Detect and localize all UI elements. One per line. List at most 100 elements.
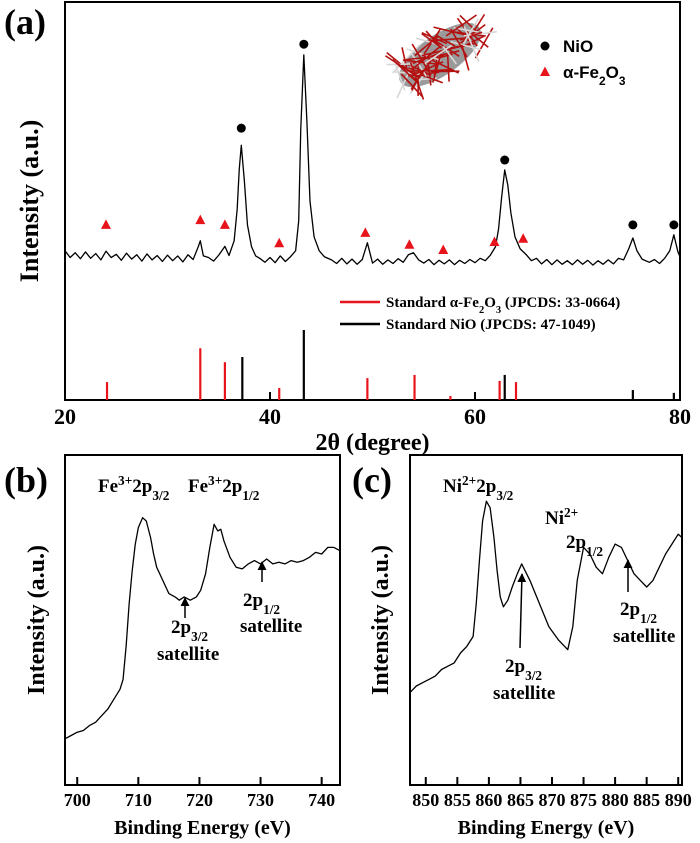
text-part: Fe: [98, 476, 118, 497]
text-part: 2: [599, 74, 606, 88]
peak-annotation: 2p1/2: [243, 590, 280, 617]
rod-fiber: [410, 56, 435, 90]
peak-annotation: satellite: [493, 683, 555, 704]
text-part: 3: [496, 305, 501, 316]
rod-fiber: [392, 59, 418, 83]
rod-fiber: [463, 26, 480, 63]
x-tick-label: 20: [54, 404, 76, 429]
rod-fiber: [432, 38, 460, 57]
rod-fiber: [400, 73, 424, 98]
text-part: O: [606, 63, 619, 82]
spectrum-line: [64, 517, 341, 740]
text-part: Standard α-Fe: [386, 295, 479, 311]
text-part: 2p: [476, 476, 496, 497]
rod-fiber: [424, 44, 453, 65]
rod-fiber: [432, 53, 442, 83]
phase-marker: [274, 237, 285, 248]
phase-marker: [438, 244, 449, 254]
panel-label: (b): [4, 460, 48, 500]
phase-marker: [489, 236, 500, 246]
text-part: NiO: [563, 37, 593, 56]
rod-fiber: [401, 47, 408, 69]
y-axis-label: Intensity (a.u.): [15, 120, 44, 283]
phase-marker: [236, 123, 246, 133]
rod-fiber: [423, 55, 459, 74]
text-part: Fe: [188, 476, 208, 497]
rod-fiber: [384, 55, 419, 78]
text-part: 3/2: [152, 488, 169, 503]
y-axis-label: Intensity (a.u.): [24, 545, 50, 695]
plot-frame: [64, 1, 681, 401]
x-tick-label: 740: [308, 790, 335, 810]
rod-fiber: [411, 43, 430, 72]
x-tick-label: 850: [412, 790, 439, 810]
text-part: 3/2: [496, 488, 513, 503]
rod-fiber: [406, 68, 444, 84]
x-tick-label: 890: [665, 790, 692, 810]
legend-label: NiO: [563, 37, 593, 56]
panel-label: (a): [4, 2, 46, 42]
text-part: 2p: [566, 532, 586, 553]
text-part: Ni: [545, 508, 564, 529]
x-tick-label: 865: [507, 790, 534, 810]
text-part: Standard NiO (JPCDS: 47-1049): [386, 317, 596, 333]
text-part: 3+: [118, 473, 132, 488]
text-part: 3/2: [191, 629, 208, 644]
rod-fiber: [411, 46, 441, 71]
text-part: 2+: [462, 473, 476, 488]
text-part: satellite: [493, 683, 555, 704]
rod-fiber: [425, 30, 443, 49]
phase-marker: [219, 219, 230, 229]
peak-annotation: 2p1/2: [620, 599, 657, 626]
text-part: 1/2: [263, 602, 280, 617]
peak-annotation: satellite: [157, 644, 219, 665]
nanorod-inset: [384, 13, 497, 100]
text-part: α-Fe: [563, 63, 599, 82]
rod-fiber: [433, 26, 469, 37]
rod-fiber: [412, 61, 444, 76]
text-part: 2p: [243, 590, 263, 611]
rod-fiber: [459, 31, 483, 41]
text-part: 1/2: [586, 544, 603, 559]
peak-annotation: 2p1/2: [566, 532, 603, 559]
text-part: 1/2: [242, 488, 259, 503]
phase-marker: [360, 227, 371, 237]
x-tick-label: 700: [64, 790, 91, 810]
plot-frame: [409, 454, 683, 786]
spectrum-line: [409, 500, 683, 694]
text-part: 2p: [171, 617, 191, 638]
peak-annotation: 2p3/2: [171, 617, 208, 644]
rod-fiber: [414, 35, 440, 57]
phase-marker: [195, 214, 206, 225]
x-tick-label: 860: [475, 790, 502, 810]
text-part: 3/2: [525, 668, 542, 683]
rod-fiber: [425, 68, 453, 72]
x-tick-label: 720: [186, 790, 213, 810]
rod-fiber: [450, 41, 482, 51]
phase-marker: [299, 39, 309, 49]
text-part: O: [484, 295, 496, 311]
legend-label: Standard NiO (JPCDS: 47-1049): [386, 317, 596, 333]
text-part: satellite: [613, 626, 675, 647]
text-part: 2p: [620, 599, 640, 620]
peak-annotation: 2p3/2: [505, 656, 542, 683]
legend-label: Standard α-Fe2O3 (JPCDS: 33-0664): [386, 295, 620, 316]
x-tick-label: 80: [669, 404, 691, 429]
text-part: 2p: [505, 656, 525, 677]
x-axis-label: Binding Energy (eV): [458, 817, 635, 839]
rod-fiber: [435, 34, 456, 47]
x-tick-label: 40: [259, 404, 281, 429]
peak-annotation: satellite: [240, 616, 302, 637]
text-part: 2p: [222, 476, 242, 497]
rod-fiber: [411, 53, 428, 77]
peak-annotation: Fe3+2p1/2: [188, 473, 260, 503]
annotation-arrow: [517, 573, 527, 649]
text-part: satellite: [157, 644, 219, 665]
peak-annotation: Ni2+2p3/2: [443, 473, 514, 503]
peak-annotation: Ni2+: [545, 505, 578, 530]
text-part: satellite: [240, 616, 302, 637]
y-axis-label: Intensity (a.u.): [368, 545, 394, 695]
rod-fiber: [445, 14, 477, 37]
spectrum-line: [64, 54, 681, 266]
